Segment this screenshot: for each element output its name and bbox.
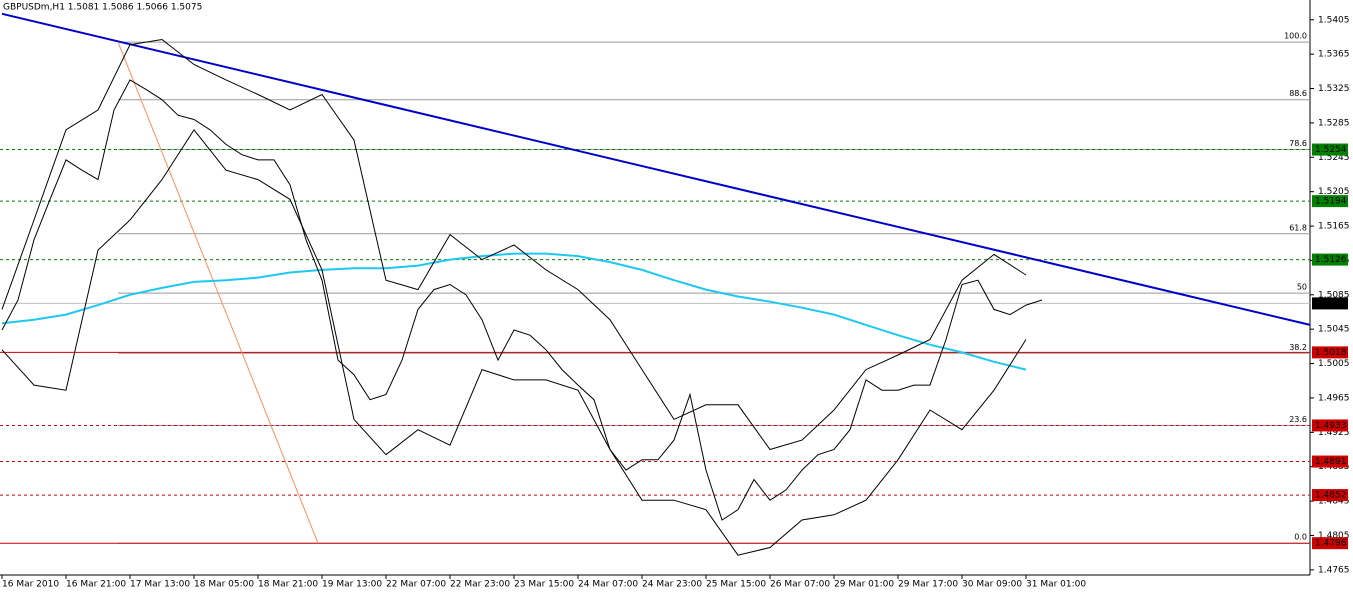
fib-label: 50 bbox=[1297, 283, 1307, 292]
price-label: 1.5075 bbox=[1315, 299, 1347, 309]
x-tick-label: 26 Mar 07:00 bbox=[770, 580, 830, 590]
price-label-box bbox=[1312, 489, 1348, 502]
x-tick-label: 16 Mar 2010 bbox=[2, 580, 59, 590]
trendline bbox=[117, 41, 319, 544]
x-tick-label: 18 Mar 21:00 bbox=[258, 580, 318, 590]
price-label-box bbox=[1312, 346, 1348, 359]
y-tick-label: 1.5325 bbox=[1318, 84, 1350, 94]
fib-label: 23.6 bbox=[1289, 415, 1307, 424]
y-tick-label: 1.4965 bbox=[1318, 393, 1350, 403]
price-label: 1.5194 bbox=[1315, 197, 1347, 207]
x-tick-label: 25 Mar 15:00 bbox=[706, 580, 766, 590]
y-tick-label: 1.5365 bbox=[1318, 50, 1350, 60]
x-tick-label: 23 Mar 15:00 bbox=[514, 580, 574, 590]
price-label: 1.4891 bbox=[1315, 457, 1347, 467]
y-tick-label: 1.5285 bbox=[1318, 118, 1350, 128]
y-tick-label: 1.5045 bbox=[1318, 325, 1350, 335]
price-label-box bbox=[1312, 297, 1348, 310]
price-label-box bbox=[1312, 143, 1348, 156]
y-tick-label: 1.5165 bbox=[1318, 222, 1350, 232]
fib-label: 61.8 bbox=[1289, 223, 1307, 232]
price-label: 1.4796 bbox=[1315, 539, 1347, 549]
price-label-box bbox=[1312, 537, 1348, 550]
fib-label: 78.6 bbox=[1289, 139, 1307, 148]
x-tick-label: 31 Mar 01:00 bbox=[1026, 580, 1086, 590]
chart-title: GBPUSDm,H1 1.5081 1.5086 1.5066 1.5075 bbox=[3, 3, 202, 13]
y-tick-label: 1.4805 bbox=[1318, 531, 1350, 541]
price-label-box bbox=[1312, 253, 1348, 266]
x-tick-label: 24 Mar 23:00 bbox=[642, 580, 702, 590]
fib-label: 38.2 bbox=[1289, 343, 1307, 352]
trendline bbox=[1, 12, 1311, 326]
fib-label: 88.6 bbox=[1289, 89, 1307, 98]
y-tick-label: 1.4845 bbox=[1318, 497, 1350, 507]
y-tick-label: 1.5205 bbox=[1318, 187, 1350, 197]
x-tick-label: 29 Mar 17:00 bbox=[898, 580, 958, 590]
y-tick-label: 1.5405 bbox=[1318, 15, 1350, 25]
x-tick-label: 22 Mar 07:00 bbox=[386, 580, 446, 590]
y-tick-label: 1.5085 bbox=[1318, 290, 1350, 300]
price-label: 1.4852 bbox=[1315, 491, 1347, 501]
price-label-box bbox=[1312, 419, 1348, 432]
y-tick-label: 1.4765 bbox=[1318, 565, 1350, 575]
x-tick-label: 17 Mar 13:00 bbox=[130, 580, 190, 590]
x-tick-label: 22 Mar 23:00 bbox=[450, 580, 510, 590]
fib-label: 100.0 bbox=[1284, 32, 1307, 41]
price-label-box bbox=[1312, 195, 1348, 208]
y-tick-label: 1.5005 bbox=[1318, 359, 1350, 369]
x-tick-label: 19 Mar 13:00 bbox=[322, 580, 382, 590]
price-line bbox=[1, 128, 1027, 556]
price-label: 1.4933 bbox=[1315, 421, 1347, 431]
price-line bbox=[1, 252, 1027, 371]
y-tick-label: 1.5245 bbox=[1318, 153, 1350, 163]
x-tick-label: 24 Mar 07:00 bbox=[578, 580, 638, 590]
price-line bbox=[1, 79, 1043, 521]
price-label: 1.5018 bbox=[1315, 348, 1347, 358]
y-tick-label: 1.4925 bbox=[1318, 428, 1350, 438]
x-tick-label: 16 Mar 21:00 bbox=[66, 580, 126, 590]
x-tick-label: 29 Mar 01:00 bbox=[834, 580, 894, 590]
price-line bbox=[1, 38, 1027, 451]
x-tick-label: 30 Mar 09:00 bbox=[962, 580, 1022, 590]
price-label: 1.5126 bbox=[1315, 255, 1347, 265]
x-tick-label: 18 Mar 05:00 bbox=[194, 580, 254, 590]
price-label: 1.5254 bbox=[1315, 145, 1347, 155]
fib-label: 0.0 bbox=[1294, 533, 1307, 542]
price-label-box bbox=[1312, 455, 1348, 468]
